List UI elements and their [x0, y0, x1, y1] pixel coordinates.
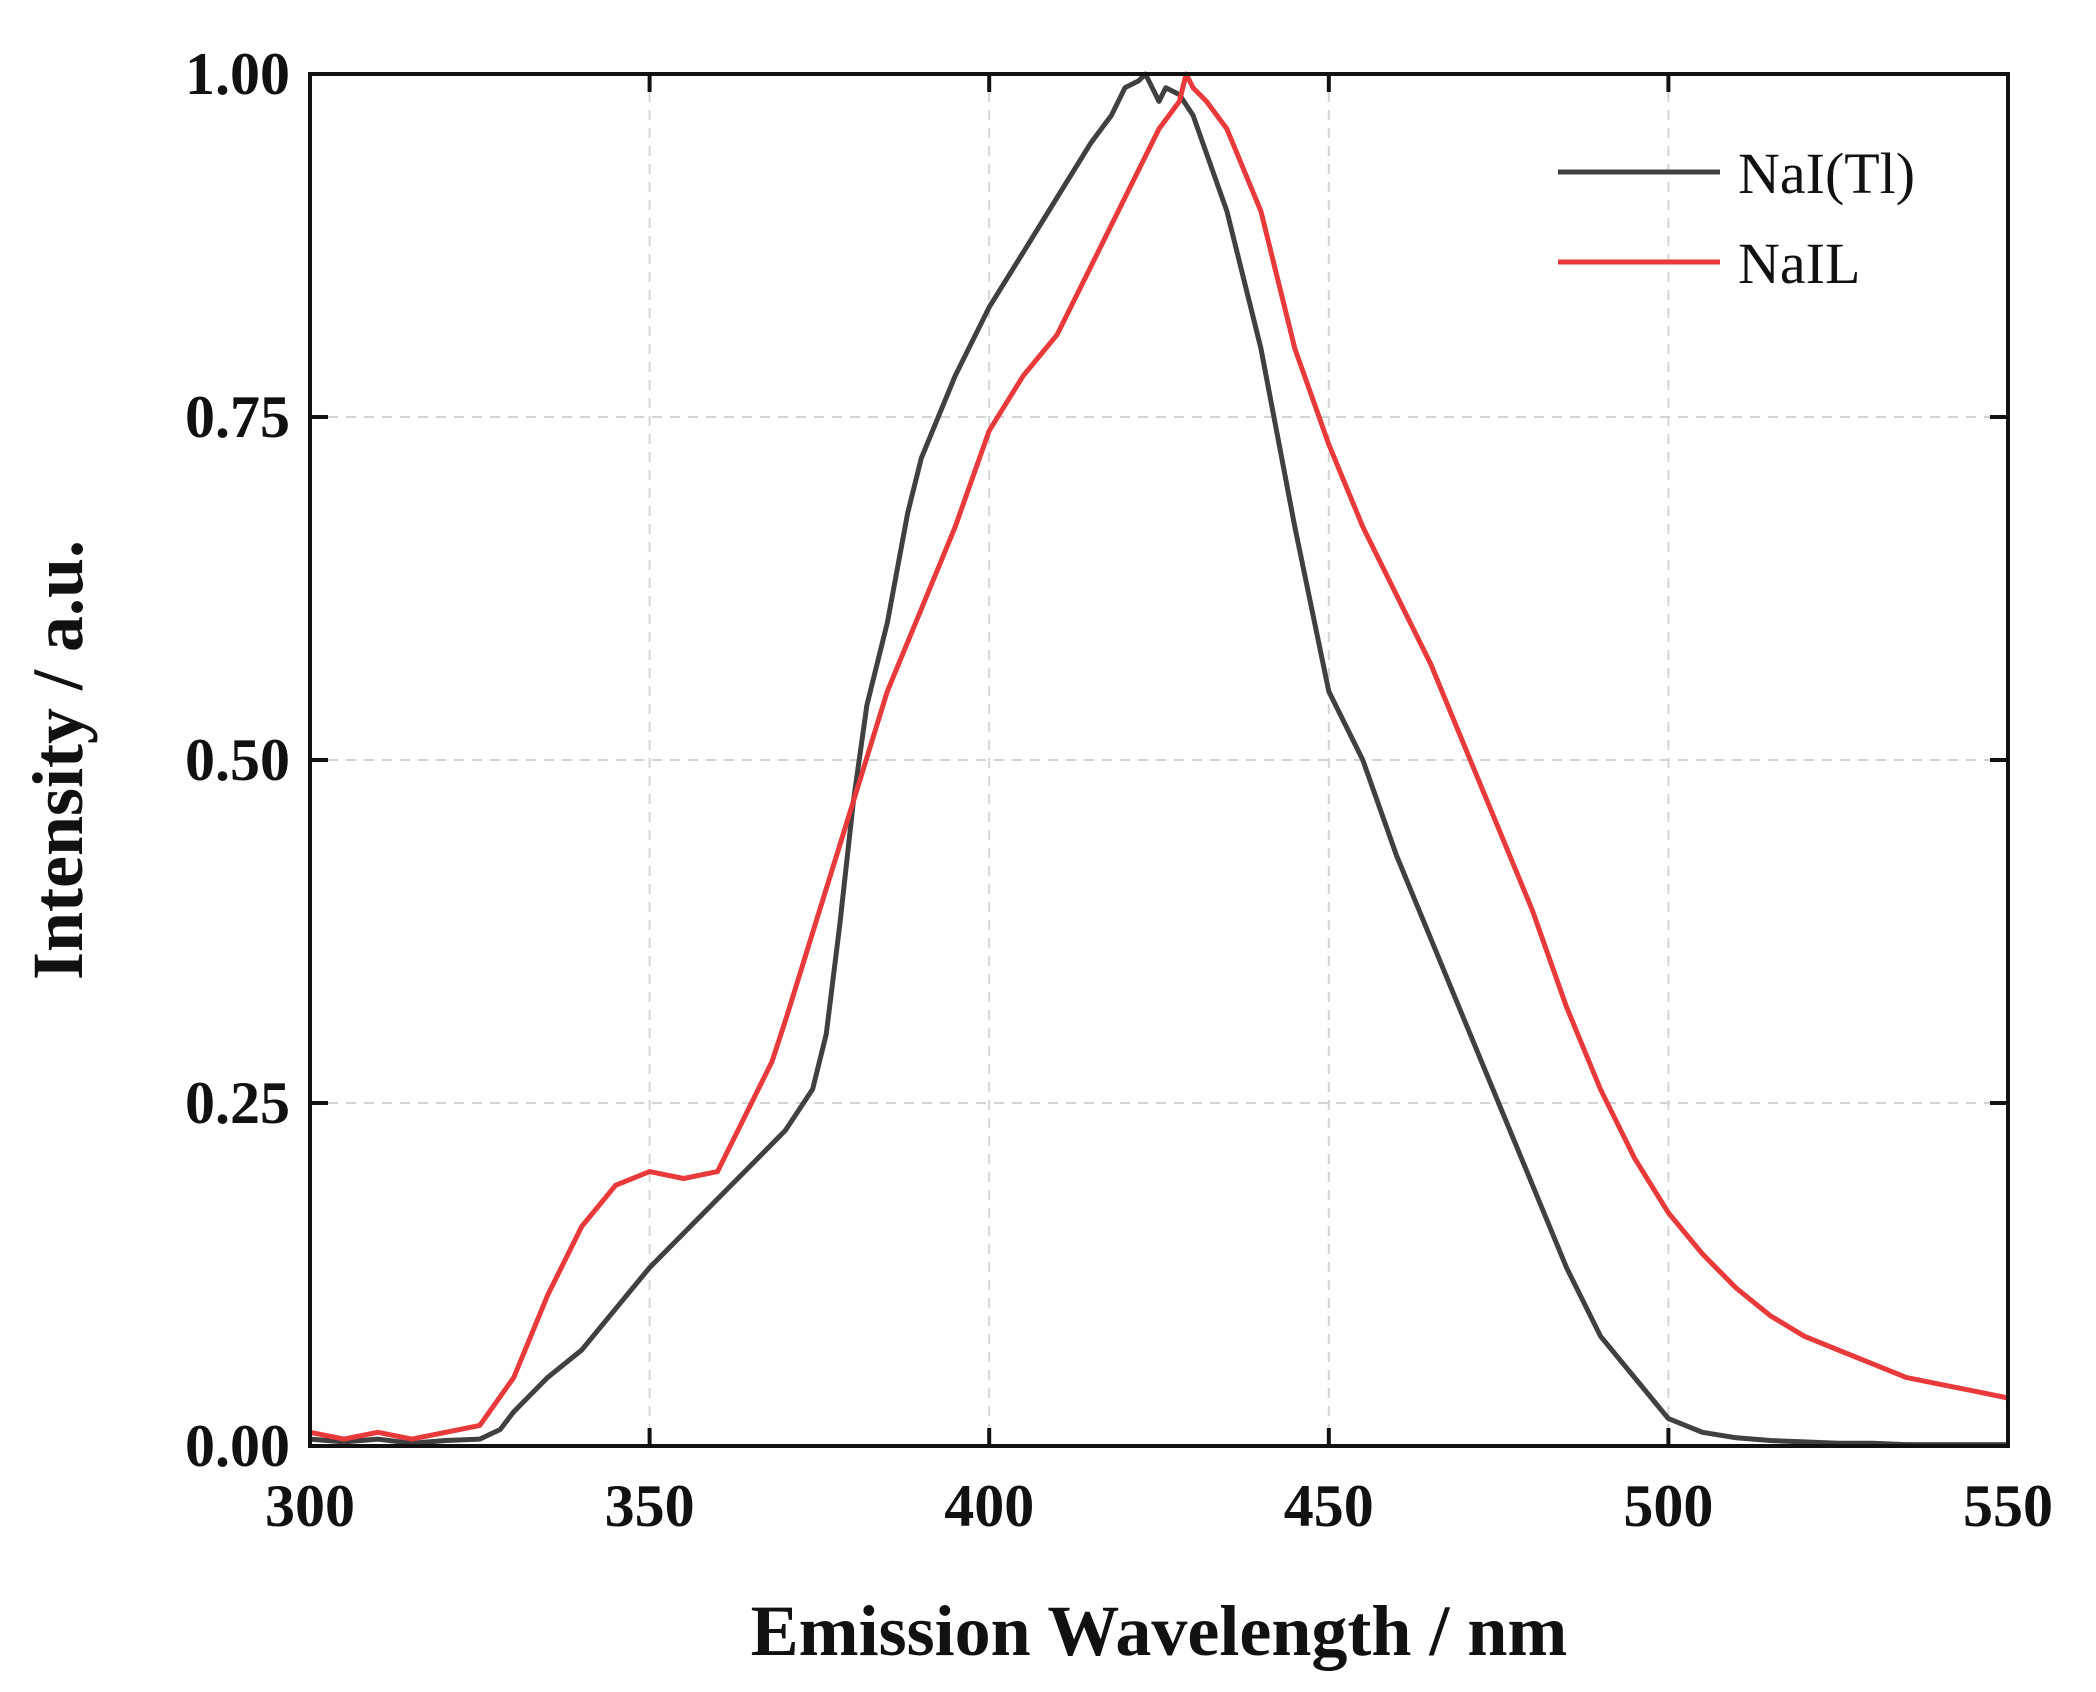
y-axis-title: Intensity / a.u.	[18, 540, 98, 980]
y-tick-label: 0.75	[185, 384, 290, 450]
x-tick-label: 500	[1623, 1473, 1713, 1539]
x-tick-label: 450	[1284, 1473, 1374, 1539]
x-tick-labels: 300 350 400 450 500 550	[265, 1473, 2053, 1539]
axis-ticks	[308, 72, 2010, 1448]
y-tick-label: 0.00	[185, 1413, 290, 1479]
series-line-nail	[309, 71, 2009, 1442]
legend-label-nail: NaIL	[1738, 231, 1860, 296]
series-line-nai-tl	[309, 71, 2008, 1448]
x-tick-label: 550	[1963, 1473, 2053, 1539]
y-tick-label: 0.50	[185, 727, 290, 793]
legend: NaI(Tl) NaIL	[1558, 141, 1915, 296]
legend-label-nai-tl: NaI(Tl)	[1738, 141, 1915, 206]
y-tick-labels: 0.00 0.25 0.50 0.75 1.00	[185, 41, 290, 1479]
y-tick-label: 1.00	[185, 41, 290, 107]
x-tick-label: 300	[265, 1473, 355, 1539]
x-tick-label: 400	[944, 1473, 1034, 1539]
y-tick-label: 0.25	[185, 1070, 290, 1136]
x-axis-title: Emission Wavelength / nm	[751, 1591, 1568, 1671]
grid-lines	[310, 74, 2008, 1446]
series-lines	[309, 71, 2009, 1448]
x-tick-label: 350	[605, 1473, 695, 1539]
